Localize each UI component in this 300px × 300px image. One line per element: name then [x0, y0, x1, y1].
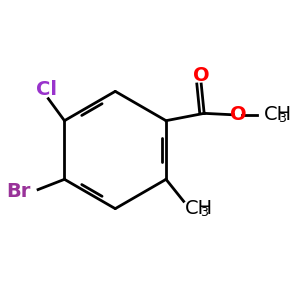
Text: 3: 3: [200, 206, 208, 219]
Text: 3: 3: [278, 112, 286, 125]
Text: O: O: [230, 105, 247, 124]
Text: Br: Br: [6, 182, 31, 201]
Text: Cl: Cl: [36, 80, 57, 99]
Text: O: O: [193, 66, 209, 85]
Text: CH: CH: [264, 105, 292, 124]
Text: CH: CH: [185, 199, 213, 218]
